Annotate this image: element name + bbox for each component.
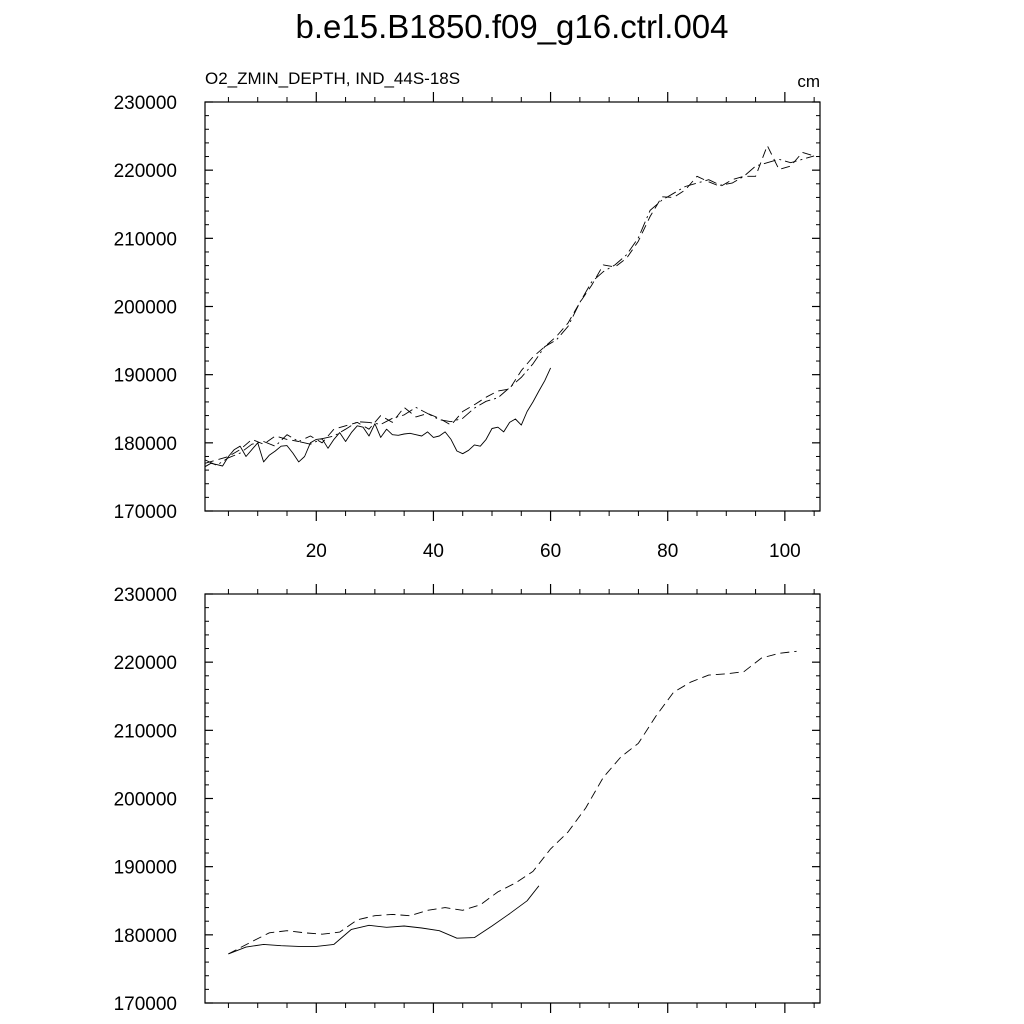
x-tick-label: 20 — [306, 541, 327, 562]
y-tick-label: 180000 — [114, 926, 177, 947]
y-tick-label: 190000 — [114, 858, 177, 879]
y-tick-label: 210000 — [114, 721, 177, 742]
y-tick-label: 170000 — [114, 502, 177, 523]
x-tick-label: 60 — [540, 541, 561, 562]
series-line-dashed — [228, 650, 797, 955]
top-panel: 170000 180000 190000 200000 210000 220000 2300… — [114, 92, 821, 562]
x-tick-label: 100 — [769, 541, 801, 562]
y-tick-label: 210000 — [114, 229, 177, 250]
series-line-dashdot — [204, 155, 815, 466]
x-tick-label: 40 — [423, 541, 444, 562]
x-tick-label: 80 — [657, 541, 678, 562]
y-tick-label: 220000 — [114, 161, 177, 182]
y-tick-label: 170000 — [114, 994, 177, 1015]
series-line-solid — [228, 885, 540, 955]
y-tick-label: 200000 — [114, 298, 177, 319]
bottom-panel: 170000 180000 190000 200000 210000 220000 2300… — [114, 584, 821, 1015]
y-tick-label: 190000 — [114, 366, 177, 387]
top-panel-units-label: cm — [797, 72, 820, 91]
y-tick-label: 200000 — [114, 790, 177, 811]
y-tick-label: 230000 — [114, 585, 177, 606]
chart-title: b.e15.B1850.f09_g16.ctrl.004 — [295, 8, 728, 45]
series-line-dashed — [204, 145, 815, 464]
y-tick-label: 220000 — [114, 653, 177, 674]
series-line-solid — [204, 367, 552, 468]
top-panel-variable-label: O2_ZMIN_DEPTH, IND_44S-18S — [205, 69, 460, 88]
plot-frame — [204, 101, 821, 512]
plot-frame — [204, 593, 821, 1004]
y-tick-label: 230000 — [114, 93, 177, 114]
y-tick-label: 180000 — [114, 434, 177, 455]
